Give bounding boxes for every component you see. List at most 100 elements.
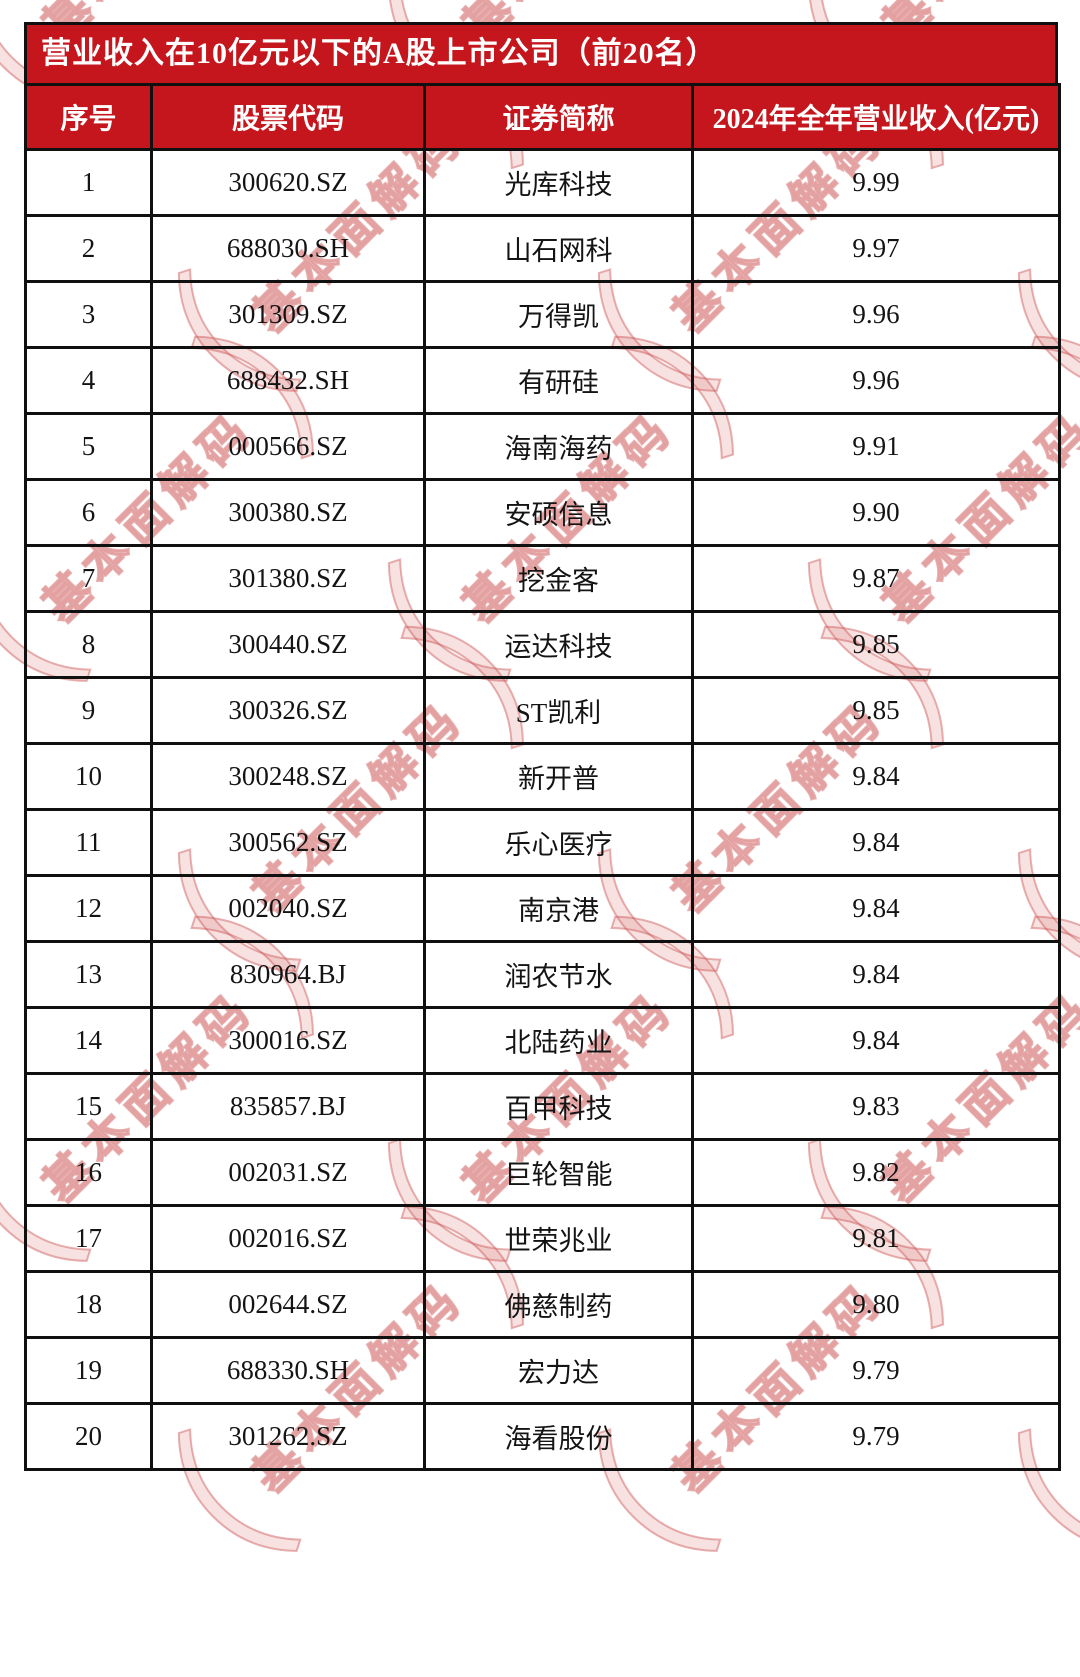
table-row: 2 688030.SH 山石网科 9.97 — [24, 214, 1061, 283]
watermark-text: 基本面解码 — [1073, 681, 1080, 928]
rank-cell: 14 — [24, 1006, 153, 1075]
security-name-cell: 光库科技 — [423, 148, 694, 217]
data-table: 序号 股票代码 证券简称 2024年全年营业收入(亿元) 1 300620.SZ 光库科技… — [24, 83, 1061, 1471]
rank-cell: 3 — [24, 280, 153, 349]
header-row: 序号 股票代码 证券简称 2024年全年营业收入(亿元) — [24, 83, 1061, 151]
revenue-table: 营业收入在10亿元以下的A股上市公司（前20名） 序号 股票代码 证券简称 2024年… — [24, 22, 1061, 1471]
security-name-cell: 世荣兆业 — [423, 1204, 694, 1273]
table-row: 8 300440.SZ 运达科技 9.85 — [24, 610, 1061, 679]
revenue-cell: 9.90 — [691, 478, 1061, 547]
security-name-cell: 新开普 — [423, 742, 694, 811]
table-row: 14 300016.SZ 北陆药业 9.84 — [24, 1006, 1061, 1075]
stock-code-cell: 002016.SZ — [150, 1204, 426, 1273]
security-name-cell: 宏力达 — [423, 1336, 694, 1405]
column-header-3: 证券简称 — [423, 83, 694, 151]
table-row: 6 300380.SZ 安硕信息 9.90 — [24, 478, 1061, 547]
watermark-text: 基本面解码 — [1073, 1261, 1080, 1508]
rank-cell: 5 — [24, 412, 153, 481]
rank-cell: 6 — [24, 478, 153, 547]
stock-code-cell: 002644.SZ — [150, 1270, 426, 1339]
security-name-cell: 运达科技 — [423, 610, 694, 679]
security-name-cell: 佛慈制药 — [423, 1270, 694, 1339]
table-row: 4 688432.SH 有研硅 9.96 — [24, 346, 1061, 415]
stock-code-cell: 300562.SZ — [150, 808, 426, 877]
revenue-cell: 9.87 — [691, 544, 1061, 613]
security-name-cell: 万得凯 — [423, 280, 694, 349]
revenue-cell: 9.81 — [691, 1204, 1061, 1273]
security-name-cell: 润农节水 — [423, 940, 694, 1009]
rank-cell: 1 — [24, 148, 153, 217]
stock-code-cell: 002040.SZ — [150, 874, 426, 943]
stock-code-cell: 300380.SZ — [150, 478, 426, 547]
revenue-cell: 9.84 — [691, 874, 1061, 943]
stock-code-cell: 688030.SH — [150, 214, 426, 283]
revenue-cell: 9.97 — [691, 214, 1061, 283]
revenue-cell: 9.79 — [691, 1336, 1061, 1405]
security-name-cell: 乐心医疗 — [423, 808, 694, 877]
table-row: 17 002016.SZ 世荣兆业 9.81 — [24, 1204, 1061, 1273]
rank-cell: 17 — [24, 1204, 153, 1273]
table-row: 5 000566.SZ 海南海药 9.91 — [24, 412, 1061, 481]
security-name-cell: 南京港 — [423, 874, 694, 943]
table-row: 19 688330.SH 宏力达 9.79 — [24, 1336, 1061, 1405]
stock-code-cell: 301380.SZ — [150, 544, 426, 613]
rank-cell: 16 — [24, 1138, 153, 1207]
rank-cell: 18 — [24, 1270, 153, 1339]
table-row: 1 300620.SZ 光库科技 9.99 — [24, 148, 1061, 217]
revenue-cell: 9.85 — [691, 676, 1061, 745]
revenue-cell: 9.84 — [691, 808, 1061, 877]
stock-code-cell: 688432.SH — [150, 346, 426, 415]
table-row: 16 002031.SZ 巨轮智能 9.82 — [24, 1138, 1061, 1207]
security-name-cell: 海南海药 — [423, 412, 694, 481]
table-row: 13 830964.BJ 润农节水 9.84 — [24, 940, 1061, 1009]
table-row: 18 002644.SZ 佛慈制药 9.80 — [24, 1270, 1061, 1339]
security-name-cell: ST凯利 — [423, 676, 694, 745]
security-name-cell: 挖金客 — [423, 544, 694, 613]
revenue-cell: 9.84 — [691, 940, 1061, 1009]
table-row: 10 300248.SZ 新开普 9.84 — [24, 742, 1061, 811]
stock-code-cell: 301262.SZ — [150, 1402, 426, 1471]
stock-code-cell: 002031.SZ — [150, 1138, 426, 1207]
revenue-cell: 9.82 — [691, 1138, 1061, 1207]
revenue-cell: 9.84 — [691, 742, 1061, 811]
security-name-cell: 山石网科 — [423, 214, 694, 283]
stock-code-cell: 300620.SZ — [150, 148, 426, 217]
table-row: 3 301309.SZ 万得凯 9.96 — [24, 280, 1061, 349]
revenue-cell: 9.79 — [691, 1402, 1061, 1471]
rank-cell: 4 — [24, 346, 153, 415]
stock-code-cell: 000566.SZ — [150, 412, 426, 481]
rank-cell: 12 — [24, 874, 153, 943]
rank-cell: 7 — [24, 544, 153, 613]
revenue-cell: 9.99 — [691, 148, 1061, 217]
security-name-cell: 有研硅 — [423, 346, 694, 415]
watermark-text: 基本面解码 — [1073, 101, 1080, 348]
table-row: 7 301380.SZ 挖金客 9.87 — [24, 544, 1061, 613]
rank-cell: 15 — [24, 1072, 153, 1141]
security-name-cell: 海看股份 — [423, 1402, 694, 1471]
security-name-cell: 北陆药业 — [423, 1006, 694, 1075]
stock-code-cell: 301309.SZ — [150, 280, 426, 349]
revenue-cell: 9.84 — [691, 1006, 1061, 1075]
revenue-cell: 9.80 — [691, 1270, 1061, 1339]
revenue-cell: 9.96 — [691, 280, 1061, 349]
column-header-1: 序号 — [24, 83, 153, 151]
security-name-cell: 巨轮智能 — [423, 1138, 694, 1207]
rank-cell: 19 — [24, 1336, 153, 1405]
revenue-cell: 9.91 — [691, 412, 1061, 481]
table-row: 15 835857.BJ 百甲科技 9.83 — [24, 1072, 1061, 1141]
stock-code-cell: 300016.SZ — [150, 1006, 426, 1075]
stock-code-cell: 688330.SH — [150, 1336, 426, 1405]
rank-cell: 20 — [24, 1402, 153, 1471]
rank-cell: 2 — [24, 214, 153, 283]
security-name-cell: 百甲科技 — [423, 1072, 694, 1141]
column-header-2: 股票代码 — [150, 83, 426, 151]
rank-cell: 11 — [24, 808, 153, 877]
table-row: 20 301262.SZ 海看股份 9.79 — [24, 1402, 1061, 1471]
rank-cell: 13 — [24, 940, 153, 1009]
table-title: 营业收入在10亿元以下的A股上市公司（前20名） — [24, 22, 1058, 86]
column-header-4: 2024年全年营业收入(亿元) — [691, 83, 1061, 151]
stock-code-cell: 830964.BJ — [150, 940, 426, 1009]
revenue-cell: 9.83 — [691, 1072, 1061, 1141]
table-row: 9 300326.SZ ST凯利 9.85 — [24, 676, 1061, 745]
security-name-cell: 安硕信息 — [423, 478, 694, 547]
